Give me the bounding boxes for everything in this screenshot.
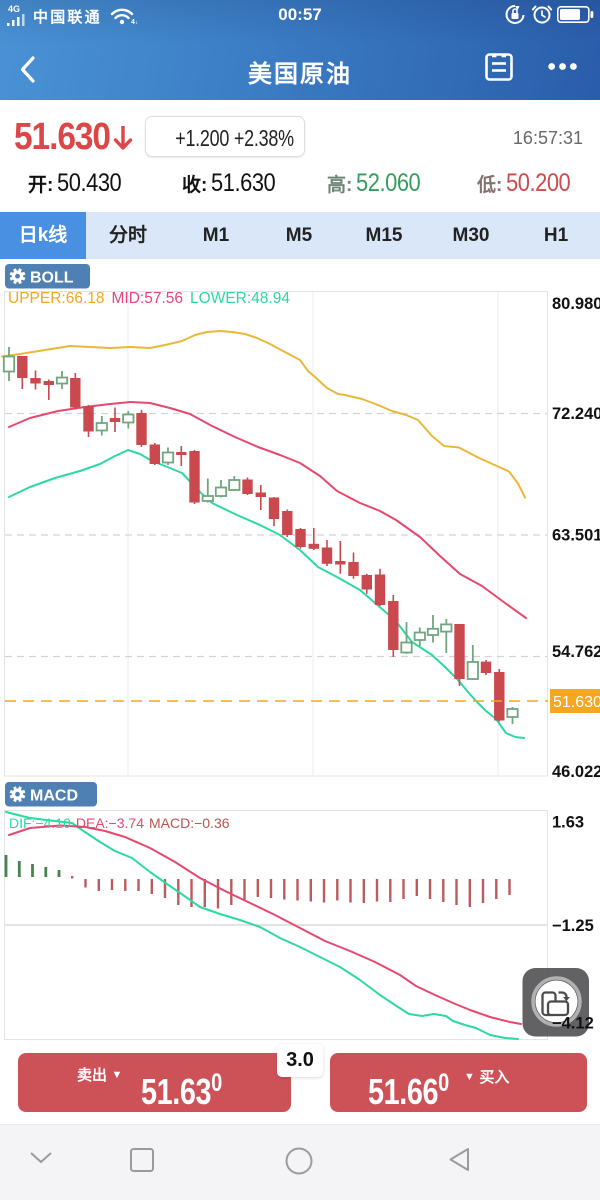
svg-text:−1.25: −1.25: [552, 917, 594, 935]
svg-text:−4.12: −4.12: [552, 1015, 594, 1033]
svg-text:54.762: 54.762: [552, 643, 600, 661]
svg-text:1.63: 1.63: [552, 814, 584, 832]
svg-text:4↓: 4↓: [131, 19, 138, 25]
svg-text:51.630: 51.630: [553, 694, 600, 711]
svg-text:MACD: MACD: [30, 788, 78, 805]
svg-text:63.501: 63.501: [552, 527, 600, 545]
svg-text:46.022: 46.022: [552, 763, 600, 781]
svg-text:72.240: 72.240: [552, 405, 600, 423]
svg-text:BOLL: BOLL: [30, 270, 74, 287]
svg-text:80.980: 80.980: [552, 295, 600, 313]
